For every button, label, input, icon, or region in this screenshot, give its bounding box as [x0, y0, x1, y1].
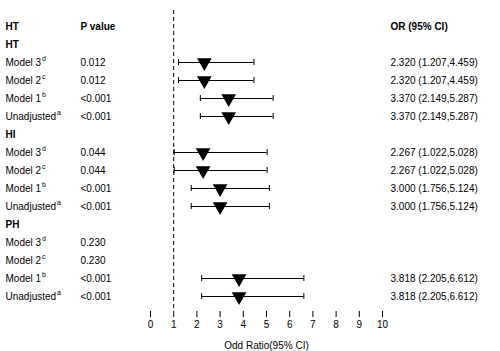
svg-text:b: b — [42, 91, 46, 98]
svg-text:2.267 (1.022,5.028): 2.267 (1.022,5.028) — [391, 147, 478, 158]
svg-text:<0.001: <0.001 — [81, 201, 112, 212]
svg-text:1: 1 — [171, 319, 177, 330]
svg-text:8: 8 — [333, 319, 339, 330]
svg-text:a: a — [57, 199, 61, 206]
svg-text:6: 6 — [287, 319, 293, 330]
svg-text:0: 0 — [148, 319, 154, 330]
svg-text:Model 2: Model 2 — [6, 255, 42, 266]
svg-text:HI: HI — [6, 129, 16, 140]
svg-text:Unadjusted: Unadjusted — [6, 111, 57, 122]
svg-text:3.818 (2.205,6.612): 3.818 (2.205,6.612) — [391, 291, 478, 302]
svg-text:4: 4 — [241, 319, 247, 330]
svg-text:0.230: 0.230 — [81, 255, 106, 266]
svg-text:2.320 (1.207,4.459): 2.320 (1.207,4.459) — [391, 75, 478, 86]
svg-text:a: a — [57, 289, 61, 296]
svg-text:9: 9 — [357, 319, 363, 330]
svg-text:HT: HT — [6, 39, 19, 50]
svg-text:Model 2: Model 2 — [6, 75, 42, 86]
svg-text:Unadjusted: Unadjusted — [6, 201, 57, 212]
svg-text:c: c — [42, 163, 46, 170]
svg-text:2: 2 — [194, 319, 200, 330]
svg-text:3.818 (2.205,6.612): 3.818 (2.205,6.612) — [391, 273, 478, 284]
svg-text:Model 3: Model 3 — [6, 147, 42, 158]
svg-text:0.044: 0.044 — [81, 147, 106, 158]
svg-text:Model 1: Model 1 — [6, 93, 42, 104]
svg-text:OR (95% CI): OR (95% CI) — [391, 21, 448, 32]
svg-text:d: d — [42, 145, 46, 152]
svg-text:2.320 (1.207,4.459): 2.320 (1.207,4.459) — [391, 57, 478, 68]
svg-text:Unadjusted: Unadjusted — [6, 291, 57, 302]
svg-text:c: c — [42, 73, 46, 80]
svg-text:2.267 (1.022,5.028): 2.267 (1.022,5.028) — [391, 165, 478, 176]
svg-text:10: 10 — [377, 319, 389, 330]
svg-text:0.012: 0.012 — [81, 57, 106, 68]
svg-text:b: b — [42, 271, 46, 278]
svg-text:HT: HT — [6, 21, 19, 32]
svg-text:0.230: 0.230 — [81, 237, 106, 248]
svg-text:Odd Ratio(95% CI): Odd Ratio(95% CI) — [224, 340, 308, 351]
svg-text:0.012: 0.012 — [81, 75, 106, 86]
svg-text:3.000 (1.756,5.124): 3.000 (1.756,5.124) — [391, 201, 478, 212]
svg-text:3.370 (2.149,5.287): 3.370 (2.149,5.287) — [391, 93, 478, 104]
svg-text:PH: PH — [6, 219, 20, 230]
svg-text:Model 3: Model 3 — [6, 57, 42, 68]
svg-text:5: 5 — [264, 319, 270, 330]
svg-text:a: a — [57, 109, 61, 116]
svg-text:<0.001: <0.001 — [81, 111, 112, 122]
svg-text:Model 1: Model 1 — [6, 183, 42, 194]
svg-text:Model 3: Model 3 — [6, 237, 42, 248]
svg-text:c: c — [42, 253, 46, 260]
svg-text:b: b — [42, 181, 46, 188]
svg-text:Model 2: Model 2 — [6, 165, 42, 176]
svg-text:3.370 (2.149,5.287): 3.370 (2.149,5.287) — [391, 111, 478, 122]
svg-text:3.000 (1.756,5.124): 3.000 (1.756,5.124) — [391, 183, 478, 194]
svg-text:7: 7 — [310, 319, 316, 330]
svg-text:<0.001: <0.001 — [81, 183, 112, 194]
svg-text:3: 3 — [217, 319, 223, 330]
svg-text:<0.001: <0.001 — [81, 291, 112, 302]
svg-text:d: d — [42, 235, 46, 242]
svg-text:d: d — [42, 55, 46, 62]
svg-text:Model 1: Model 1 — [6, 273, 42, 284]
svg-text:P value: P value — [81, 21, 116, 32]
svg-text:0.044: 0.044 — [81, 165, 106, 176]
svg-text:<0.001: <0.001 — [81, 273, 112, 284]
svg-text:<0.001: <0.001 — [81, 93, 112, 104]
